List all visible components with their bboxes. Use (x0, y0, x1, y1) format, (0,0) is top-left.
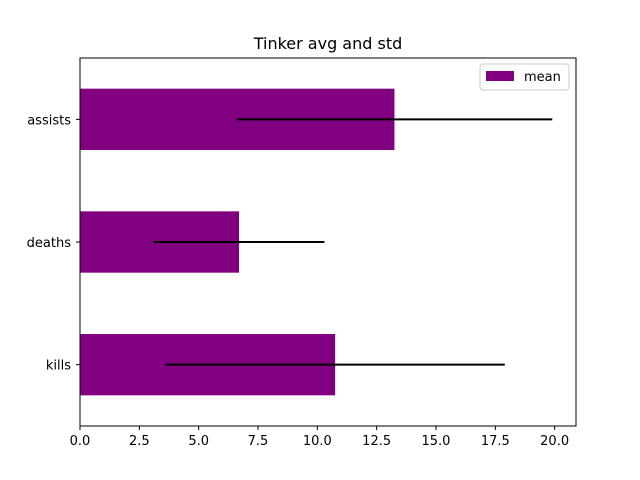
legend-box (479, 63, 570, 91)
legend-swatch-mean (486, 71, 514, 81)
x-tick-label: 10.0 (303, 434, 332, 449)
x-tick-label: 0.0 (70, 434, 91, 449)
x-tick-label: 15.0 (422, 434, 451, 449)
y-tick-label-kills: kills (46, 359, 71, 374)
chart-title: Tinker avg and std (253, 34, 403, 53)
x-tick-label: 12.5 (362, 434, 391, 449)
x-axis: 0.0 2.5 5.0 7.5 10.0 12.5 15.0 17.5 20.0 (70, 426, 569, 449)
y-tick-label-deaths: deaths (27, 236, 72, 251)
x-tick-label: 5.0 (188, 434, 209, 449)
y-axis: kills deaths assists (27, 113, 80, 374)
x-tick-label: 7.5 (248, 434, 269, 449)
legend: mean (479, 63, 570, 91)
x-tick-label: 2.5 (129, 434, 150, 449)
x-tick-label: 20.0 (540, 434, 569, 449)
error-bars-layer (153, 118, 553, 366)
y-tick-label-assists: assists (27, 113, 71, 128)
x-tick-label: 17.5 (481, 434, 510, 449)
legend-label-mean: mean (524, 70, 561, 85)
